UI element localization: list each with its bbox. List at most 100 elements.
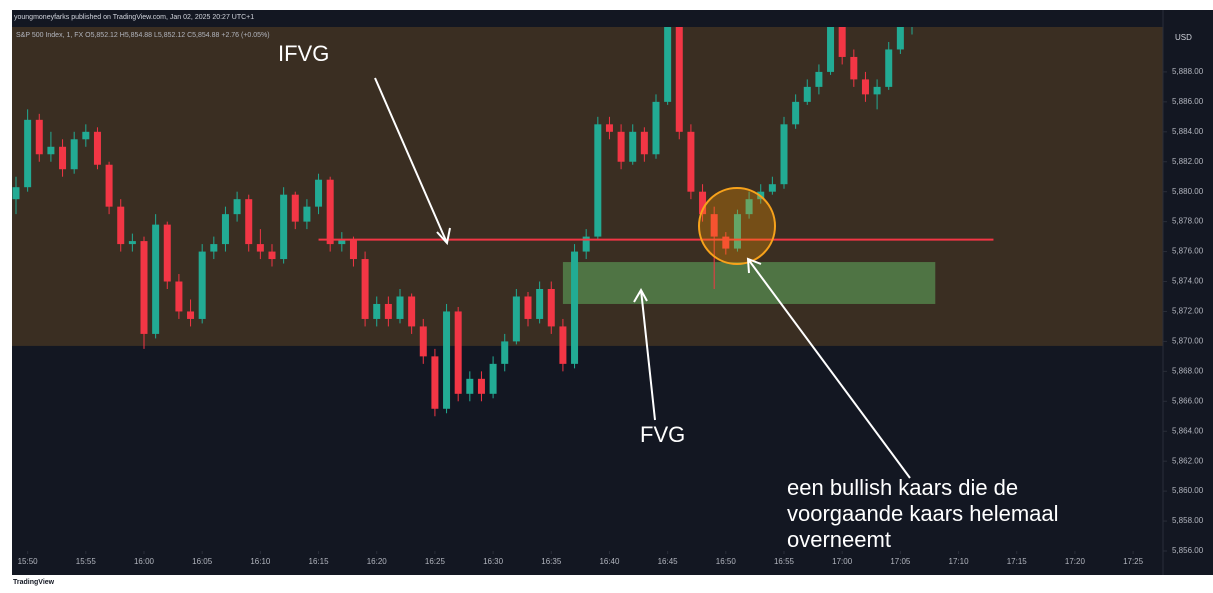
x-tick-label: 16:30 <box>483 557 504 566</box>
candle-body <box>768 184 776 192</box>
candle-body <box>710 214 718 237</box>
y-tick-label: 5,886.00 <box>1172 97 1204 106</box>
y-tick-label: 5,858.00 <box>1172 516 1204 525</box>
annotations: IFVG FVG een bullish kaars die de voorga… <box>278 41 1059 552</box>
candle-body <box>291 194 299 222</box>
candle-body <box>466 378 474 394</box>
candle-body <box>733 214 741 249</box>
candle-body <box>629 131 637 162</box>
x-tick-label: 16:05 <box>192 557 213 566</box>
candle-body <box>221 214 229 245</box>
candle-body <box>315 179 323 207</box>
candle-body <box>128 241 136 245</box>
candle-body <box>699 191 707 215</box>
candle-body <box>338 239 346 245</box>
candle-body <box>280 194 288 260</box>
candle-body <box>652 101 660 155</box>
candle-body <box>163 224 171 282</box>
highlight-circle <box>698 187 776 265</box>
x-tick-label: 17:15 <box>1007 557 1028 566</box>
annotation: FVG <box>640 422 685 447</box>
x-tick-label: 16:45 <box>658 557 679 566</box>
candle-body <box>582 236 590 252</box>
y-tick-label: 5,870.00 <box>1172 337 1204 346</box>
candle-body <box>454 311 462 394</box>
x-tick-label: 16:20 <box>367 557 388 566</box>
candle-body <box>815 71 823 87</box>
candle-body <box>256 244 264 252</box>
y-tick-label: 5,876.00 <box>1172 247 1204 256</box>
candle-body <box>722 236 730 249</box>
candle-body <box>896 27 904 50</box>
x-tick-label: 16:40 <box>599 557 620 566</box>
candle-body <box>35 119 43 155</box>
candle-body <box>210 244 218 252</box>
candle-body <box>489 363 497 394</box>
annotation: overneemt <box>787 527 891 552</box>
y-tick-label: 5,884.00 <box>1172 127 1204 136</box>
candle-body <box>105 164 113 207</box>
candle-body <box>396 296 404 319</box>
candle-body <box>547 289 555 327</box>
candle-body <box>838 27 846 57</box>
y-tick-label: 5,872.00 <box>1172 307 1204 316</box>
candle-body <box>501 341 509 364</box>
candle-body <box>140 241 148 334</box>
candle-body <box>198 251 206 319</box>
x-tick-label: 16:10 <box>250 557 271 566</box>
arrow <box>633 287 656 421</box>
candle-body <box>792 101 800 125</box>
candle-body <box>850 56 858 80</box>
candle-body <box>419 326 427 357</box>
header: youngmoneyfarks published on TradingView… <box>14 14 254 21</box>
y-tick-label: 5,856.00 <box>1172 546 1204 555</box>
candle-body <box>664 27 672 102</box>
candle-body <box>349 239 357 260</box>
y-tick-label: 5,874.00 <box>1172 277 1204 286</box>
x-tick-label: 17:20 <box>1065 557 1086 566</box>
y-tick-label: 5,866.00 <box>1172 396 1204 405</box>
candle-body <box>303 206 311 222</box>
candle-body <box>827 27 835 72</box>
y-tick-label: 5,864.00 <box>1172 426 1204 435</box>
candle-body <box>431 356 439 409</box>
x-tick-label: 16:35 <box>541 557 562 566</box>
y-tick-label: 5,862.00 <box>1172 456 1204 465</box>
y-tick-label: 5,860.00 <box>1172 486 1204 495</box>
candle-body <box>175 281 183 312</box>
arrow <box>746 257 911 479</box>
candle-body <box>24 119 32 188</box>
price-axis <box>1163 10 1213 575</box>
y-tick-label: 5,878.00 <box>1172 217 1204 226</box>
candle-body <box>594 124 602 237</box>
candle-body <box>571 251 579 364</box>
annotation: voorgaande kaars helemaal <box>787 501 1059 526</box>
annotation: IFVG <box>278 41 329 66</box>
candle-body <box>326 179 334 245</box>
currency: USD <box>1175 33 1192 42</box>
candle-body <box>605 124 613 132</box>
candle-body <box>861 79 869 95</box>
x-tick-label: 16:25 <box>425 557 446 566</box>
candle-body <box>675 27 683 132</box>
arrow <box>374 77 451 246</box>
candle-body <box>780 124 788 185</box>
candle-body <box>443 311 451 409</box>
x-tick-label: 15:50 <box>18 557 39 566</box>
candle-body <box>361 259 369 319</box>
candle-body <box>47 146 55 155</box>
candle-body <box>117 206 125 245</box>
x-tick-label: 17:00 <box>832 557 853 566</box>
candle-body <box>873 86 881 95</box>
candle-body <box>93 131 101 165</box>
x-tick-label: 17:25 <box>1123 557 1144 566</box>
x-tick-label: 16:00 <box>134 557 155 566</box>
candle-body <box>512 296 520 342</box>
y-tick-label: 5,882.00 <box>1172 157 1204 166</box>
candle-body <box>803 86 811 102</box>
candle-body <box>82 131 90 140</box>
candle-body <box>745 199 753 215</box>
candle-body <box>233 199 241 215</box>
x-tick-label: 16:15 <box>309 557 330 566</box>
